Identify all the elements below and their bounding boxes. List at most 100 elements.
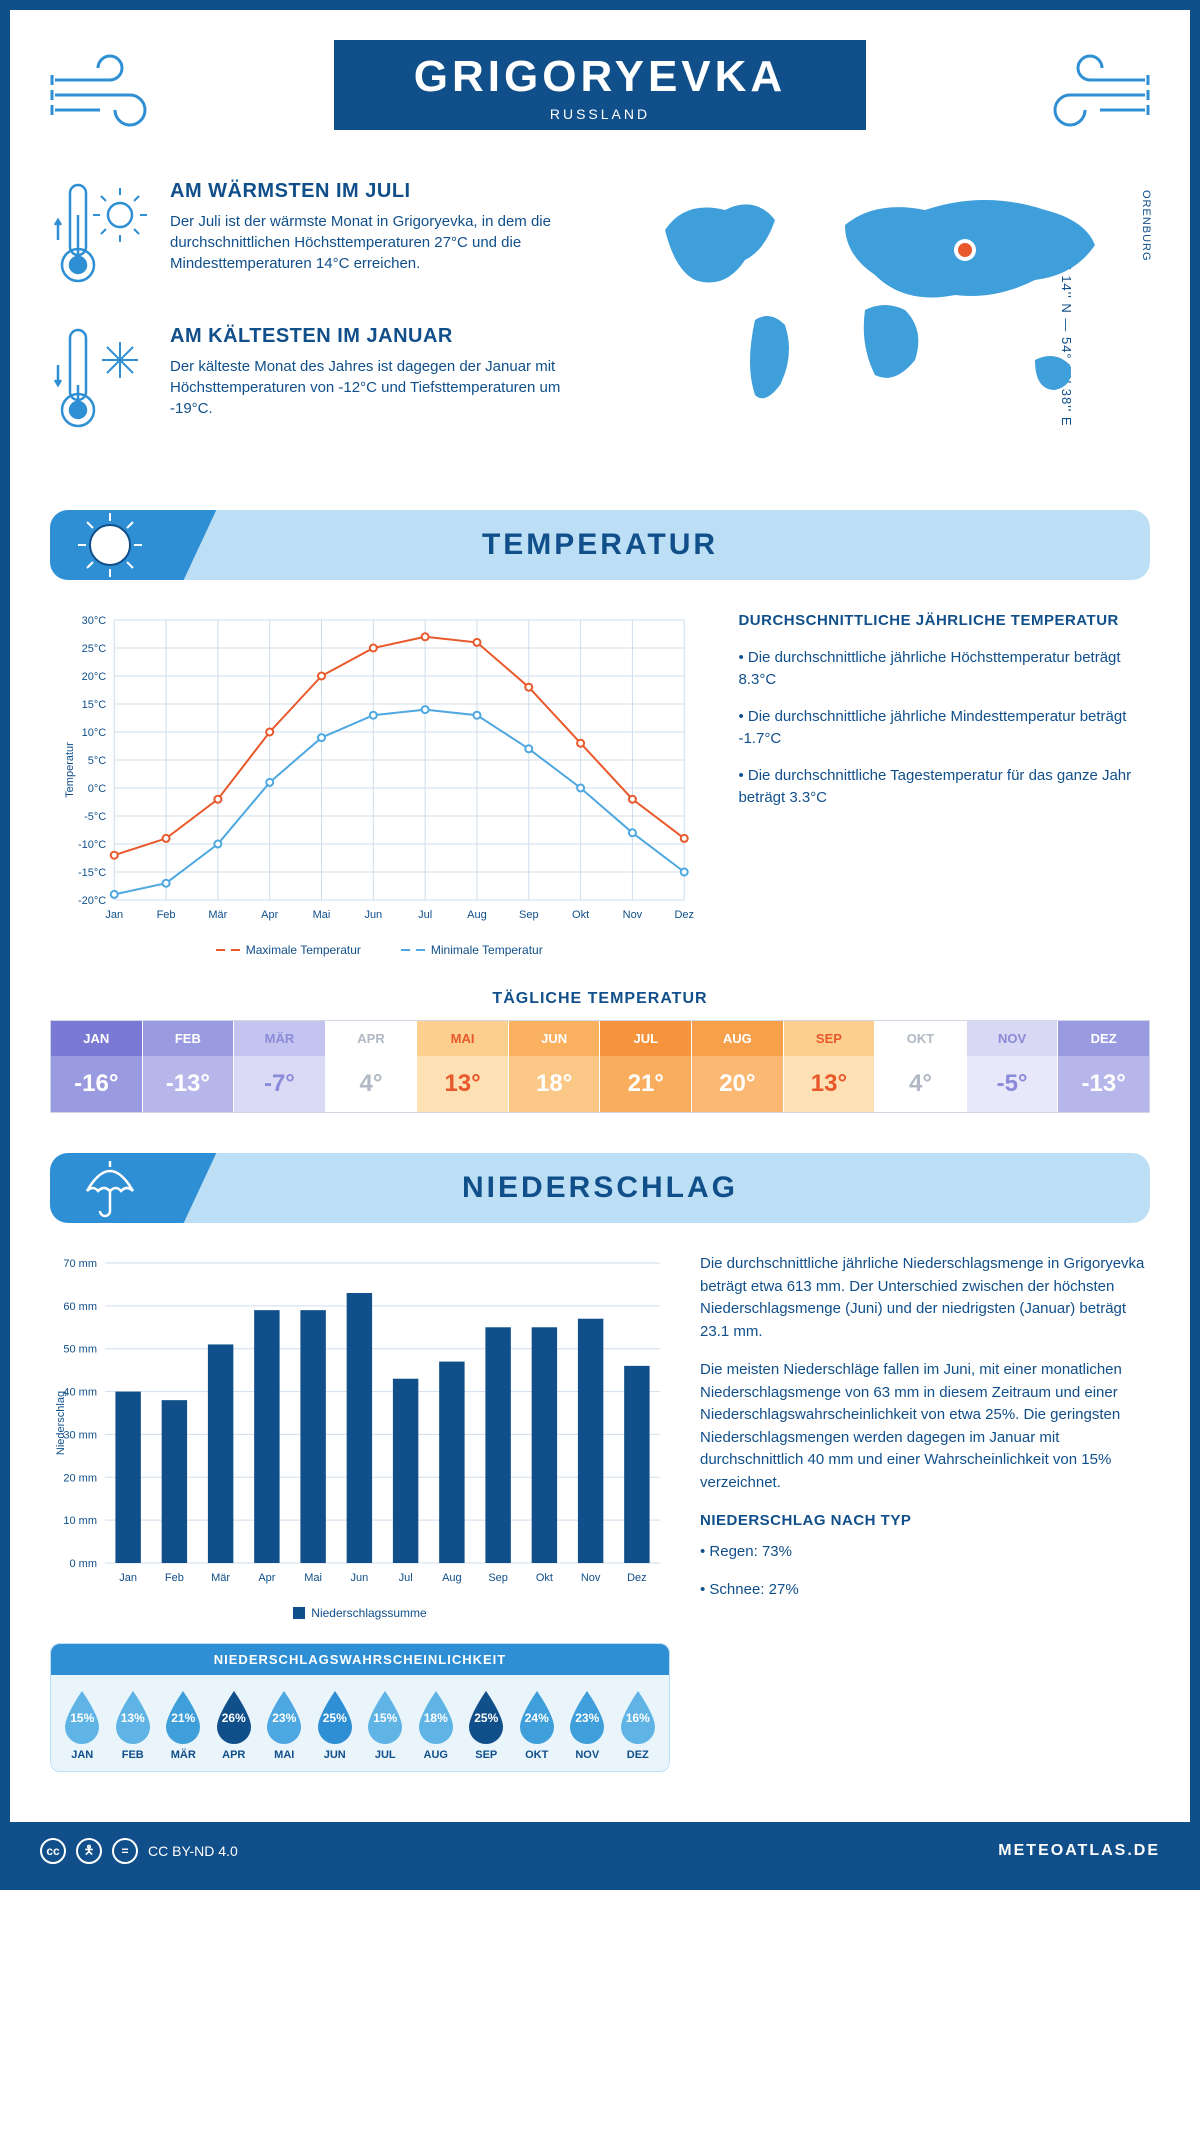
- svg-text:Aug: Aug: [442, 1572, 462, 1584]
- probability-box: NIEDERSCHLAGSWAHRSCHEINLICHKEIT 15% JAN …: [50, 1643, 670, 1772]
- svg-text:Nov: Nov: [581, 1572, 601, 1584]
- intro-section: AM WÄRMSTEN IM JULI Der Juli ist der wär…: [50, 180, 1150, 470]
- wind-icon-left: [50, 50, 170, 140]
- legend-min: Minimale Temperatur: [431, 943, 543, 957]
- temp-cell: OKT 4°: [875, 1021, 967, 1112]
- precipitation-info: Die durchschnittliche jährliche Niedersc…: [700, 1253, 1150, 1772]
- prob-cell: 26% APR: [209, 1687, 260, 1761]
- page: GRIGORYEVKA RUSSLAND AM WÄRMSTEN IM JULI: [0, 0, 1200, 1890]
- prob-cell: 21% MÄR: [158, 1687, 209, 1761]
- coldest-text: Der kälteste Monat des Jahres ist dagege…: [170, 356, 580, 419]
- temp-cell: JAN -16°: [51, 1021, 143, 1112]
- svg-text:30 mm: 30 mm: [63, 1429, 97, 1441]
- temperature-info: DURCHSCHNITTLICHE JÄHRLICHE TEMPERATUR •…: [738, 610, 1150, 970]
- svg-text:Niederschlag: Niederschlag: [55, 1391, 67, 1455]
- site-name: METEOATLAS.DE: [998, 1842, 1160, 1860]
- daily-temp-strip: JAN -16° FEB -13° MÄR -7° APR 4° MAI 13°…: [50, 1020, 1150, 1113]
- precipitation-chart: 0 mm 10 mm 20 mm 30 mm 40 mm 50 mm 60 mm 70 mm N…: [50, 1253, 670, 1633]
- prob-cell: 15% JUL: [360, 1687, 411, 1761]
- temp-cell: SEP 13°: [784, 1021, 876, 1112]
- svg-text:20 mm: 20 mm: [63, 1472, 97, 1484]
- svg-text:-20°C: -20°C: [78, 895, 106, 907]
- svg-text:Dez: Dez: [674, 909, 694, 921]
- temp-cell: MAI 13°: [417, 1021, 509, 1112]
- svg-text:Jul: Jul: [418, 909, 432, 921]
- header: GRIGORYEVKA RUSSLAND: [10, 10, 1190, 180]
- svg-text:Okt: Okt: [536, 1572, 553, 1584]
- thermometer-snow-icon: [50, 325, 150, 440]
- temp-cell: NOV -5°: [967, 1021, 1059, 1112]
- license-text: CC BY-ND 4.0: [148, 1843, 238, 1859]
- svg-text:60 mm: 60 mm: [63, 1301, 97, 1313]
- svg-text:Dez: Dez: [627, 1572, 647, 1584]
- svg-text:-15°C: -15°C: [78, 867, 106, 879]
- temp-cell: JUN 18°: [509, 1021, 601, 1112]
- prob-cell: 13% FEB: [108, 1687, 159, 1761]
- svg-text:20°C: 20°C: [82, 671, 107, 683]
- prob-cell: 15% JAN: [57, 1687, 108, 1761]
- svg-text:Mär: Mär: [211, 1572, 230, 1584]
- svg-text:Apr: Apr: [261, 909, 278, 921]
- temp-cell: JUL 21°: [600, 1021, 692, 1112]
- svg-text:Jan: Jan: [119, 1572, 137, 1584]
- warmest-block: AM WÄRMSTEN IM JULI Der Juli ist der wär…: [50, 180, 580, 295]
- temperature-title: TEMPERATUR: [50, 528, 1150, 562]
- temp-cell: AUG 20°: [692, 1021, 784, 1112]
- svg-text:Mai: Mai: [313, 909, 331, 921]
- prob-cell: 23% NOV: [562, 1687, 613, 1761]
- cc-icon: cc: [40, 1838, 66, 1864]
- temp-chart-legend: Maximale Temperatur Minimale Temperatur: [50, 943, 708, 957]
- svg-text:Mär: Mär: [208, 909, 227, 921]
- by-icon: 🯅: [76, 1838, 102, 1864]
- footer: cc 🯅 = CC BY-ND 4.0 METEOATLAS.DE: [10, 1822, 1190, 1880]
- svg-text:Feb: Feb: [165, 1572, 184, 1584]
- temp-cell: DEZ -13°: [1058, 1021, 1149, 1112]
- svg-text:Jun: Jun: [351, 1572, 369, 1584]
- precip-type-title: NIEDERSCHLAG NACH TYP: [700, 1510, 1150, 1533]
- probability-title: NIEDERSCHLAGSWAHRSCHEINLICHKEIT: [51, 1644, 669, 1675]
- umbrella-icon: [50, 1153, 170, 1223]
- svg-text:0 mm: 0 mm: [70, 1558, 98, 1570]
- svg-text:10 mm: 10 mm: [63, 1515, 97, 1527]
- warmest-title: AM WÄRMSTEN IM JULI: [170, 180, 580, 203]
- svg-text:Sep: Sep: [519, 909, 539, 921]
- svg-text:40 mm: 40 mm: [63, 1387, 97, 1399]
- header-banner: GRIGORYEVKA RUSSLAND: [334, 40, 866, 130]
- country-subtitle: RUSSLAND: [414, 106, 786, 122]
- coldest-block: AM KÄLTESTEN IM JANUAR Der kälteste Mona…: [50, 325, 580, 440]
- svg-text:-5°C: -5°C: [84, 811, 106, 823]
- prob-cell: 16% DEZ: [613, 1687, 664, 1761]
- svg-text:Jul: Jul: [399, 1572, 413, 1584]
- svg-text:50 mm: 50 mm: [63, 1344, 97, 1356]
- thermometer-sun-icon: [50, 180, 150, 295]
- prob-cell: 25% JUN: [310, 1687, 361, 1761]
- temperature-chart: -20°C-15°C-10°C-5°C0°C5°C10°C15°C20°C25°…: [50, 610, 708, 970]
- svg-text:0°C: 0°C: [88, 783, 107, 795]
- precip-p2: Die meisten Niederschläge fallen im Juni…: [700, 1359, 1150, 1494]
- svg-text:Feb: Feb: [157, 909, 176, 921]
- prob-cell: 18% AUG: [411, 1687, 462, 1761]
- svg-text:70 mm: 70 mm: [63, 1258, 97, 1270]
- svg-text:15°C: 15°C: [82, 699, 107, 711]
- prob-cell: 23% MAI: [259, 1687, 310, 1761]
- svg-text:Okt: Okt: [572, 909, 589, 921]
- svg-text:-10°C: -10°C: [78, 839, 106, 851]
- temp-cell: MÄR -7°: [234, 1021, 326, 1112]
- svg-text:5°C: 5°C: [88, 755, 107, 767]
- city-title: GRIGORYEVKA: [414, 52, 786, 102]
- svg-text:Aug: Aug: [467, 909, 487, 921]
- svg-text:Nov: Nov: [623, 909, 643, 921]
- temp-info-p2: • Die durchschnittliche jährliche Mindes…: [738, 706, 1150, 751]
- precip-p1: Die durchschnittliche jährliche Niedersc…: [700, 1253, 1150, 1343]
- precipitation-section-header: NIEDERSCHLAG: [50, 1153, 1150, 1223]
- temp-info-title: DURCHSCHNITTLICHE JÄHRLICHE TEMPERATUR: [738, 610, 1150, 633]
- temperature-section-header: TEMPERATUR: [50, 510, 1150, 580]
- temp-info-p1: • Die durchschnittliche jährliche Höchst…: [738, 647, 1150, 692]
- precip-rain: • Regen: 73%: [700, 1541, 1150, 1564]
- wind-icon-right: [1030, 50, 1150, 140]
- svg-text:Temperatur: Temperatur: [64, 742, 76, 798]
- svg-text:Jan: Jan: [105, 909, 123, 921]
- prob-cell: 24% OKT: [512, 1687, 563, 1761]
- precipitation-title: NIEDERSCHLAG: [50, 1171, 1150, 1205]
- svg-text:Mai: Mai: [304, 1572, 322, 1584]
